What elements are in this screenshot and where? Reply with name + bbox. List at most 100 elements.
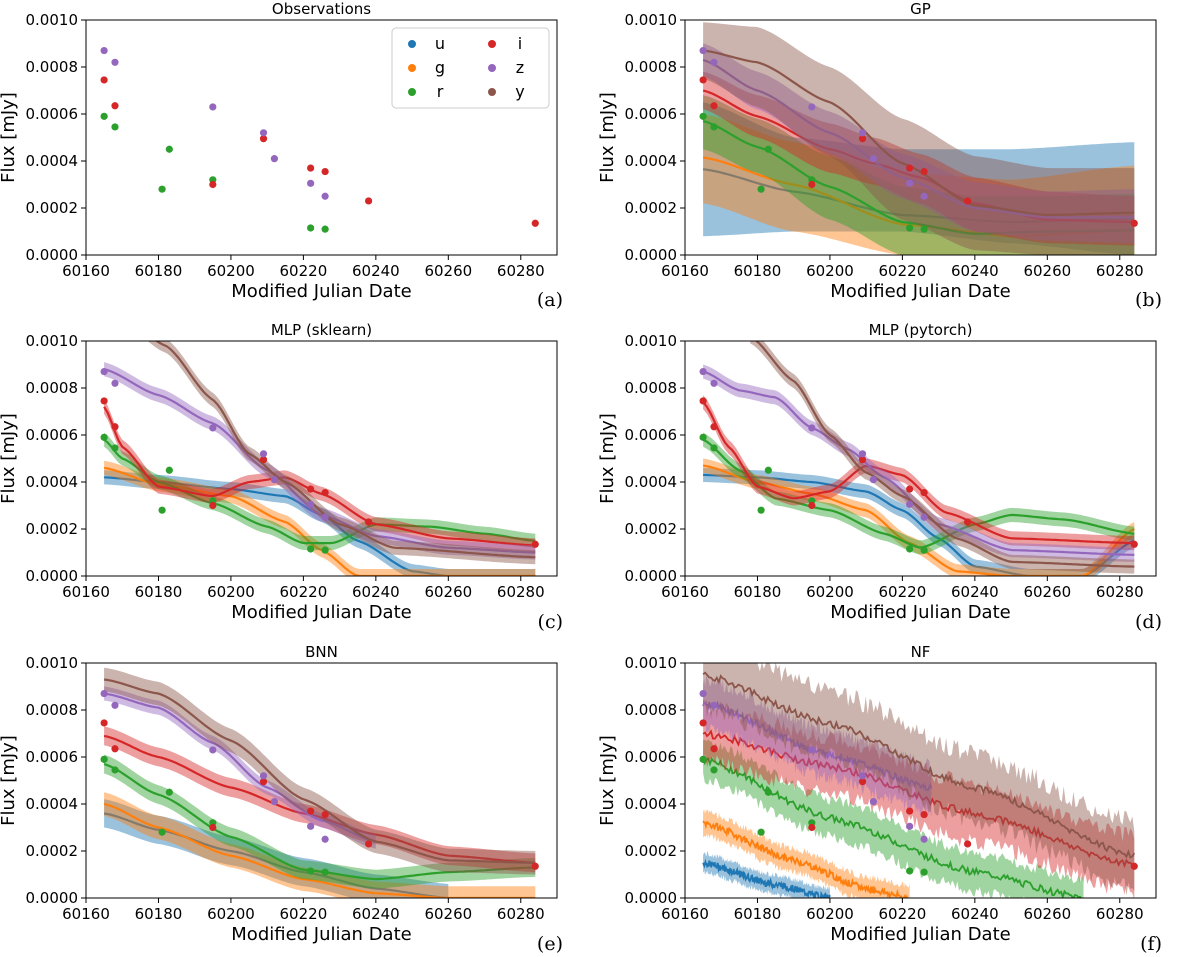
line-u bbox=[702, 858, 831, 898]
point-z bbox=[209, 103, 217, 111]
line-g bbox=[702, 820, 909, 898]
y-tick-label: 0.0006 bbox=[26, 426, 79, 444]
y-tick-label: 0.0010 bbox=[625, 654, 678, 672]
y-axis-label: Flux [mJy] bbox=[0, 735, 19, 826]
panel-label: (a) bbox=[537, 289, 563, 311]
point-i bbox=[100, 76, 108, 84]
line-r bbox=[702, 120, 1135, 235]
point-r bbox=[710, 444, 718, 452]
x-axis-label: Modified Julian Date bbox=[231, 281, 411, 302]
band-g bbox=[703, 808, 910, 898]
point-z bbox=[259, 450, 268, 458]
x-tick-label: 60200 bbox=[806, 262, 854, 280]
point-i bbox=[906, 807, 914, 815]
axes-frame bbox=[684, 340, 1157, 577]
x-tick-label: 60180 bbox=[734, 583, 782, 601]
x-tick-label: 60180 bbox=[734, 262, 782, 280]
band-z bbox=[703, 364, 1135, 562]
x-tick-label: 60240 bbox=[951, 583, 999, 601]
point-r bbox=[321, 546, 329, 554]
point-i bbox=[1130, 540, 1138, 548]
point-i bbox=[964, 840, 972, 848]
point-z bbox=[321, 513, 329, 521]
line-z bbox=[103, 692, 377, 843]
y-tick-label: 0.0004 bbox=[26, 152, 79, 170]
panel-title: BNN bbox=[305, 643, 338, 661]
x-axis-label: Modified Julian Date bbox=[830, 924, 1010, 945]
point-i bbox=[307, 485, 315, 493]
y-tick-label: 0.0006 bbox=[26, 105, 79, 123]
point-z bbox=[808, 103, 816, 111]
point-z bbox=[858, 772, 867, 780]
line-r bbox=[103, 762, 536, 881]
point-i bbox=[920, 488, 928, 497]
band-g bbox=[104, 792, 536, 898]
x-axis-label: Modified Julian Date bbox=[231, 924, 411, 945]
legend-marker-u bbox=[408, 40, 416, 48]
x-tick-label: 60260 bbox=[424, 905, 472, 923]
y-axis-label: Flux [mJy] bbox=[597, 413, 618, 504]
legend: ugr izy bbox=[391, 27, 550, 109]
x-tick-label: 60200 bbox=[207, 583, 255, 601]
point-i bbox=[710, 102, 718, 110]
band-i bbox=[104, 726, 536, 873]
point-r bbox=[710, 123, 718, 131]
point-r bbox=[165, 788, 173, 796]
x-tick-label: 60220 bbox=[879, 583, 927, 601]
point-i bbox=[531, 219, 539, 227]
y-tick-label: 0.0010 bbox=[26, 654, 79, 672]
x-tick-label: 60260 bbox=[1023, 583, 1071, 601]
point-i bbox=[321, 488, 329, 497]
point-i bbox=[209, 180, 217, 189]
point-i bbox=[699, 76, 707, 84]
point-i bbox=[1130, 219, 1138, 227]
band-r bbox=[104, 432, 536, 551]
y-tick-label: 0.0004 bbox=[26, 473, 79, 491]
panel-b: 60160 60180 60200 60220 60240 60260 60280 0.000… bbox=[597, 0, 1162, 311]
x-tick-label: 60160 bbox=[661, 583, 709, 601]
x-tick-label: 60200 bbox=[207, 262, 255, 280]
y-tick-label: 0.0008 bbox=[26, 701, 79, 719]
point-r bbox=[321, 225, 329, 233]
panel-label: (e) bbox=[537, 933, 563, 955]
y-tick-label: 0.0006 bbox=[625, 105, 678, 123]
point-z bbox=[111, 701, 119, 709]
point-r bbox=[158, 506, 166, 514]
x-tick-label: 60180 bbox=[734, 905, 782, 923]
band-g bbox=[703, 114, 1135, 255]
y-tick-label: 0.0006 bbox=[625, 426, 678, 444]
y-axis-label: Flux [mJy] bbox=[0, 92, 19, 183]
point-z bbox=[869, 798, 878, 806]
point-r bbox=[100, 755, 108, 763]
axes-frame bbox=[85, 662, 558, 899]
panel-title: NF bbox=[911, 643, 931, 661]
point-r bbox=[307, 224, 315, 232]
y-tick-label: 0.0002 bbox=[26, 842, 79, 860]
band-y bbox=[703, 22, 1135, 255]
point-i bbox=[920, 810, 928, 819]
point-z bbox=[259, 129, 268, 137]
plot-area bbox=[100, 46, 539, 233]
legend-label-y: y bbox=[515, 82, 524, 101]
panel-title: Observations bbox=[272, 0, 371, 18]
line-z bbox=[702, 370, 1135, 556]
y-tick-label: 0.0004 bbox=[26, 795, 79, 813]
point-i bbox=[699, 397, 707, 405]
point-z bbox=[710, 701, 718, 709]
y-tick-label: 0.0008 bbox=[625, 379, 678, 397]
plot-area bbox=[699, 341, 1138, 576]
x-axis-label: Modified Julian Date bbox=[830, 281, 1010, 302]
x-tick-label: 60220 bbox=[280, 905, 328, 923]
x-tick-label: 60260 bbox=[1023, 905, 1071, 923]
line-y bbox=[702, 671, 1136, 859]
panel-a: 60160 60180 60200 60220 60240 60260 60280 0.000… bbox=[0, 0, 563, 311]
point-i bbox=[920, 167, 928, 176]
point-i bbox=[1130, 862, 1138, 870]
point-r bbox=[699, 433, 707, 441]
point-z bbox=[270, 476, 278, 484]
point-i bbox=[808, 823, 816, 832]
point-r bbox=[165, 466, 173, 474]
panel-label: (d) bbox=[1135, 611, 1162, 633]
point-z bbox=[920, 513, 928, 521]
point-z bbox=[808, 424, 816, 432]
